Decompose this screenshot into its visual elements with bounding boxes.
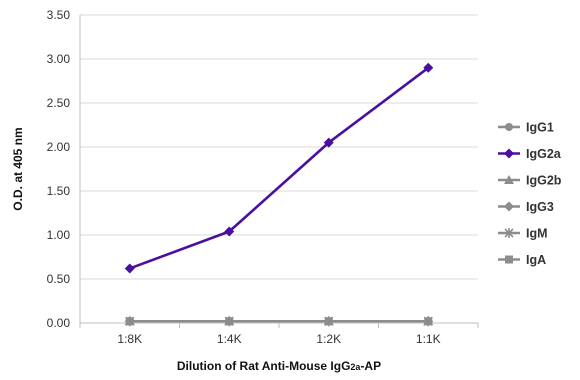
series-igg2a — [124, 62, 434, 274]
legend-item: IgG2b — [498, 174, 562, 188]
data-point — [423, 62, 434, 73]
legend-marker — [505, 123, 513, 131]
legend-label: IgG3 — [526, 200, 554, 214]
x-tick-label: 1:8K — [117, 332, 142, 346]
data-point — [424, 317, 433, 326]
x-tick-label: 1:2K — [316, 332, 341, 346]
data-point — [323, 137, 334, 148]
y-tick-label: 2.50 — [47, 96, 71, 110]
legend-marker — [504, 175, 514, 184]
y-tick-label: 1.00 — [47, 228, 71, 242]
series-iga — [125, 317, 433, 326]
y-axis-title: O.D. at 405 nm — [11, 127, 25, 210]
x-axis-title-part: Dilution of Rat Anti-Mouse IgG — [177, 359, 351, 373]
y-tick-label: 2.00 — [47, 140, 71, 154]
legend-marker — [504, 228, 514, 238]
axes: 0.00 0.50 1.00 1.50 2.00 2.50 3.00 3.50 1:8K 1:4K… — [11, 8, 479, 373]
x-axis-title: Dilution of Rat Anti-Mouse IgG2a-AP — [177, 359, 381, 373]
y-tick-label: 0.50 — [47, 272, 71, 286]
y-tick-label: 3.00 — [47, 52, 71, 66]
y-tick-label: 1.50 — [47, 184, 71, 198]
gridlines — [80, 14, 478, 280]
legend-label: IgG2a — [526, 147, 562, 161]
y-tick-label: 3.50 — [47, 8, 71, 22]
x-tick-label: 1:4K — [217, 332, 242, 346]
legend-marker — [505, 255, 513, 264]
legend: IgG1 IgG2a IgG2b IgG3 IgM IgA — [498, 121, 562, 267]
legend-label: IgG1 — [526, 121, 554, 135]
y-tick-label: 0.00 — [47, 316, 71, 330]
legend-label: IgA — [526, 253, 546, 267]
legend-label: IgG2b — [526, 174, 562, 188]
data-point — [125, 317, 134, 326]
data-point — [225, 317, 234, 326]
legend-marker — [504, 148, 514, 159]
legend-item: IgG2a — [498, 147, 562, 161]
x-axis-title-part: -AP — [360, 359, 381, 373]
data-point — [324, 317, 333, 326]
data-point — [124, 263, 135, 274]
data-point — [224, 226, 235, 237]
x-axis-title-part: 2a — [350, 362, 361, 372]
series-lines — [124, 62, 434, 327]
legend-item: IgM — [498, 227, 548, 241]
legend-marker — [504, 201, 514, 212]
legend-item: IgG1 — [498, 121, 554, 135]
x-tick-label: 1:1K — [416, 332, 441, 346]
legend-item: IgA — [498, 253, 546, 267]
legend-item: IgG3 — [498, 200, 554, 214]
series-line — [129, 66, 430, 270]
legend-label: IgM — [526, 227, 548, 241]
